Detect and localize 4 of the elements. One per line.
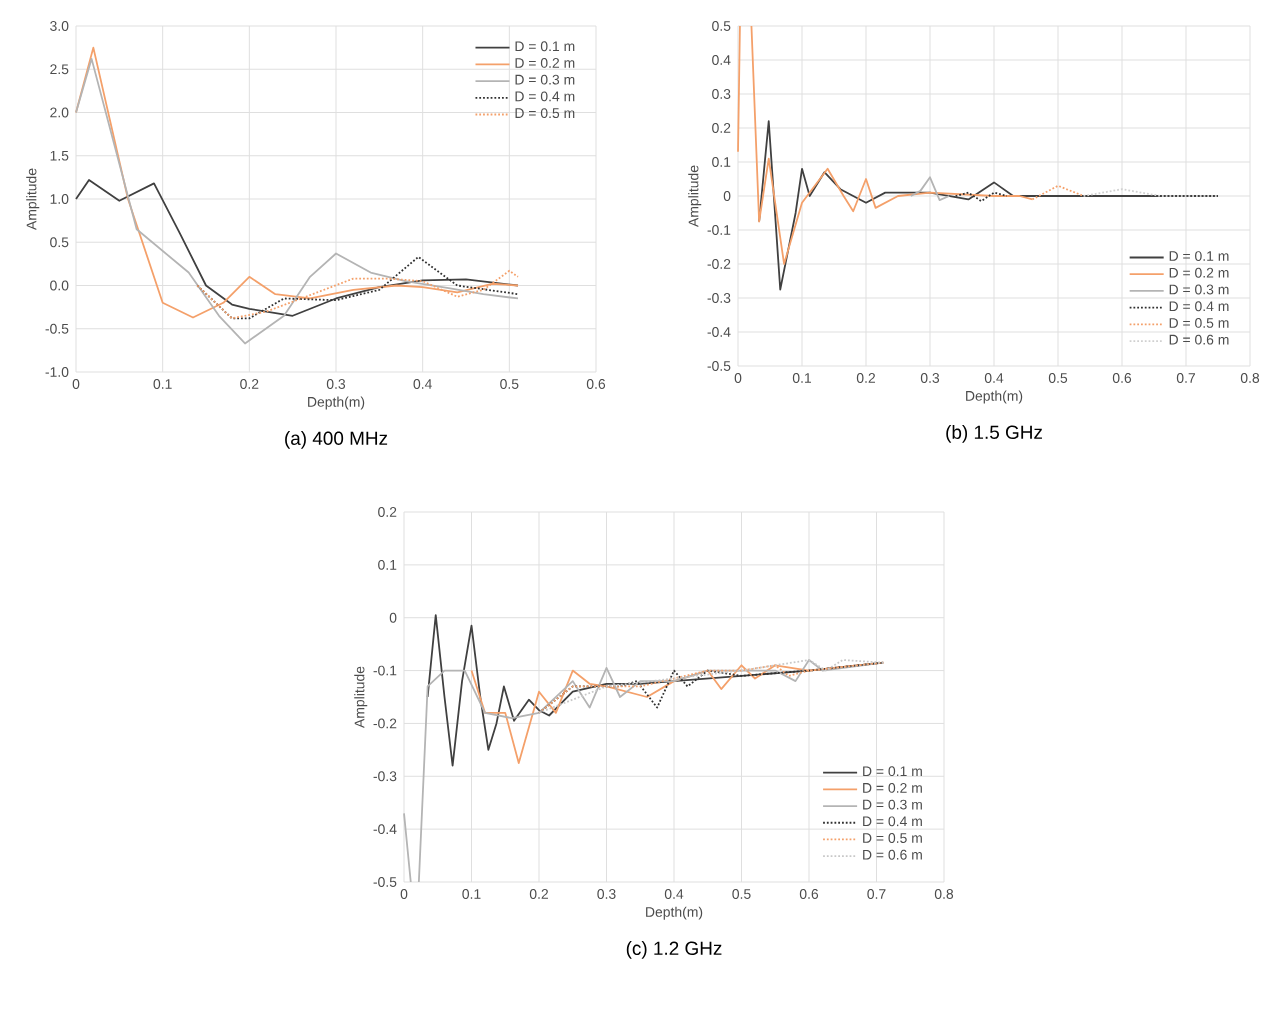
line-series: [909, 176, 951, 201]
text: (c) 1.2 GHz: [626, 941, 722, 959]
text: (a) 400 MHz: [285, 431, 388, 449]
text: (b) 1.5 GHz: [946, 425, 1042, 443]
